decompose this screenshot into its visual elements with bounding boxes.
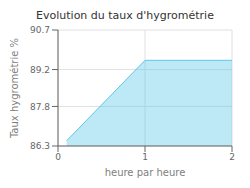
svg-text:89.2: 89.2 bbox=[30, 65, 50, 75]
svg-text:Taux hygrométrie %: Taux hygrométrie % bbox=[9, 38, 20, 139]
svg-text:heure par heure: heure par heure bbox=[105, 167, 186, 178]
svg-text:0: 0 bbox=[55, 152, 61, 162]
svg-text:90.7: 90.7 bbox=[30, 25, 50, 35]
svg-text:87.8: 87.8 bbox=[30, 102, 50, 112]
html-text:Evolution du taux d'hygrométri: Evolution du taux d'hygrométrie bbox=[36, 9, 214, 22]
svg-text:86.3: 86.3 bbox=[30, 141, 50, 151]
svg-text:1: 1 bbox=[142, 152, 148, 162]
svg-text:2: 2 bbox=[229, 152, 235, 162]
